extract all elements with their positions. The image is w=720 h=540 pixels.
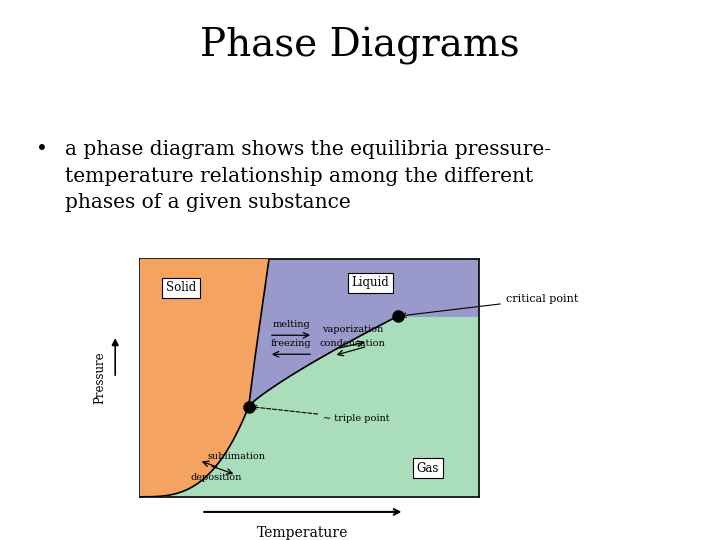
Text: •: • <box>36 140 48 159</box>
Text: ~ triple point: ~ triple point <box>253 406 390 423</box>
Text: condensation: condensation <box>320 339 385 348</box>
Polygon shape <box>140 259 479 497</box>
Text: Phase Diagrams: Phase Diagrams <box>200 27 520 65</box>
Text: Solid: Solid <box>166 281 196 294</box>
Text: Gas: Gas <box>417 462 439 475</box>
Polygon shape <box>140 259 269 497</box>
Text: Pressure: Pressure <box>94 352 107 404</box>
Text: freezing: freezing <box>271 339 311 348</box>
Text: vaporization: vaporization <box>322 325 383 334</box>
Text: melting: melting <box>272 320 310 329</box>
Polygon shape <box>248 259 479 407</box>
Text: Temperature: Temperature <box>257 526 348 540</box>
Text: critical point: critical point <box>402 294 578 318</box>
Text: sublimation: sublimation <box>207 453 265 461</box>
Text: a phase diagram shows the equilibria pressure-
temperature relationship among th: a phase diagram shows the equilibria pre… <box>65 140 551 212</box>
Text: deposition: deposition <box>190 472 242 482</box>
Text: Liquid: Liquid <box>351 276 390 289</box>
